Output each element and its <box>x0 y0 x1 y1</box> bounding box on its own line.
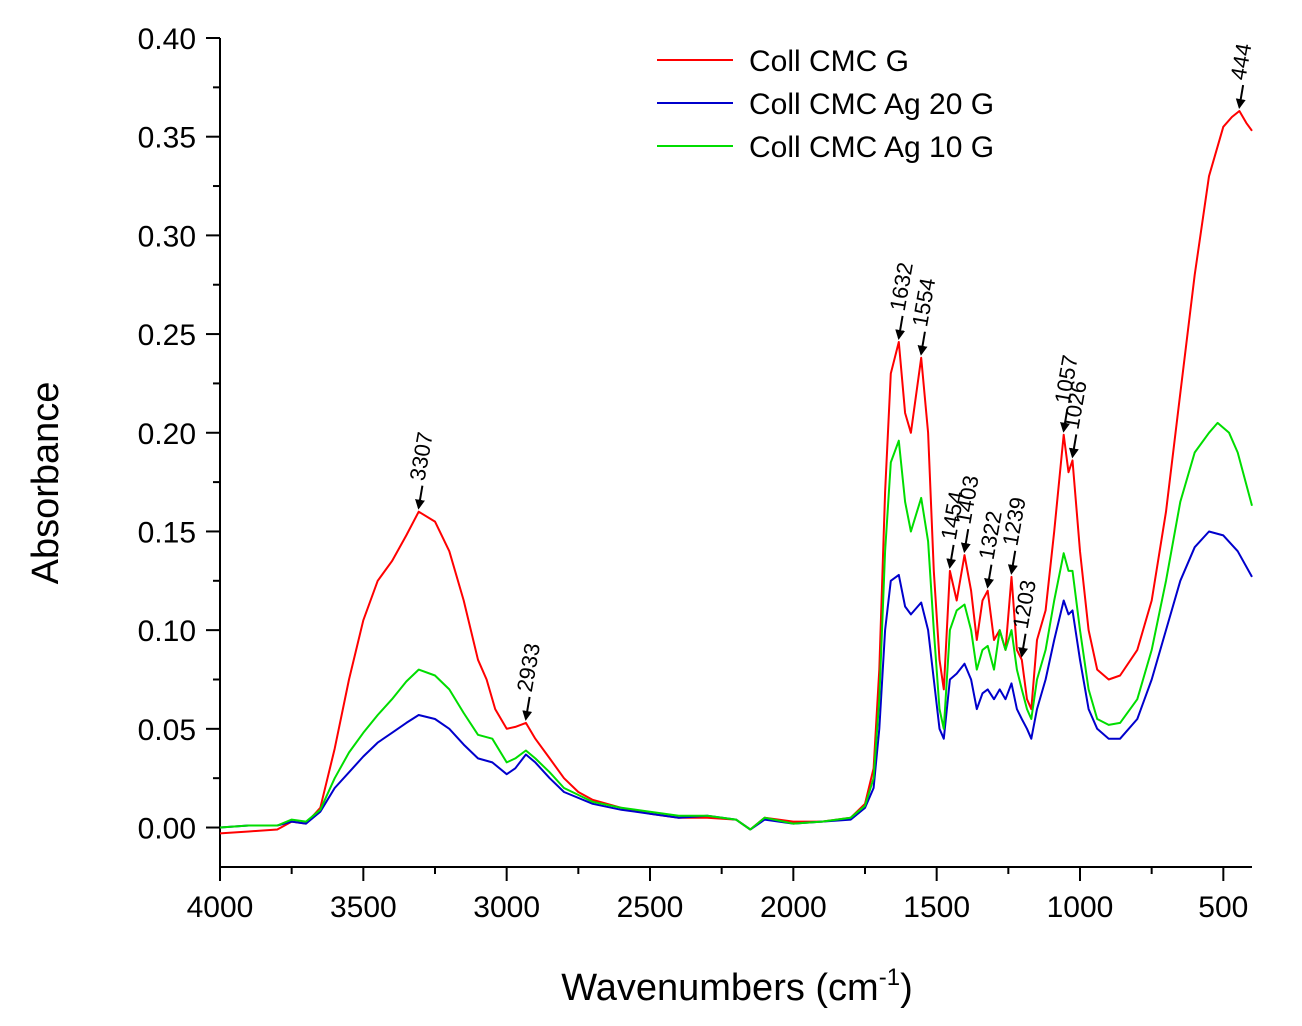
x-tick-label: 3500 <box>330 891 397 924</box>
x-tick-label: 500 <box>1198 891 1248 924</box>
series-line-3 <box>219 421 1253 831</box>
x-axis-title-main: Wavenumbers (cm <box>561 967 878 1009</box>
series-line-1 <box>219 110 1253 835</box>
y-tick-label: 0.40 <box>138 23 196 56</box>
series-line-2 <box>219 530 1253 831</box>
peak-label: 2933 <box>512 641 545 694</box>
peak-arrow <box>895 315 906 340</box>
x-tick-label: 2500 <box>617 891 684 924</box>
x-tick-label: 4000 <box>187 891 254 924</box>
peak-label: 1403 <box>951 473 984 526</box>
legend-label: Coll CMC Ag 10 G <box>749 131 994 164</box>
legend: Coll CMC G Coll CMC Ag 20 G Coll CMC Ag 10… <box>657 45 994 164</box>
x-axis-title-end: ) <box>900 967 913 1009</box>
y-tick-label: 0.10 <box>138 615 196 648</box>
x-tick-label: 1000 <box>1047 891 1114 924</box>
x-axis-title-superscript: -1 <box>879 964 900 991</box>
y-tick-label: 0.35 <box>138 122 196 155</box>
peak-label: 1239 <box>998 495 1031 548</box>
y-tick-label: 0.05 <box>138 714 196 747</box>
peak-arrow <box>984 564 994 589</box>
peak-label: 3307 <box>405 430 438 483</box>
y-axis-title: Absorbance <box>25 382 67 585</box>
y-tick-label: 0.25 <box>138 319 196 352</box>
x-axis: 4000 3500 3000 2500 2000 1500 1000 500 <box>187 867 1248 924</box>
peak-arrow <box>917 331 928 356</box>
x-tick-label: 1500 <box>903 891 970 924</box>
x-axis-title: Wavenumbers (cm-1) <box>561 964 912 1009</box>
x-tick-label: 2000 <box>760 891 827 924</box>
y-tick-label: 0.30 <box>138 220 196 253</box>
y-tick-label: 0.00 <box>138 813 196 846</box>
series-layer <box>219 110 1253 835</box>
plot-frame <box>219 38 1252 868</box>
x-tick-label: 3000 <box>473 891 540 924</box>
peak-arrow <box>1235 84 1246 110</box>
legend-label: Coll CMC G <box>749 45 909 78</box>
legend-label: Coll CMC Ag 20 G <box>749 88 994 121</box>
peak-arrow <box>415 485 425 510</box>
y-axis: 0.00 0.05 0.10 0.15 0.20 0.25 0.30 0.35 0.40 <box>138 23 220 846</box>
peak-arrow <box>960 528 971 554</box>
peak-arrow <box>1007 550 1018 575</box>
y-tick-label: 0.20 <box>138 418 196 451</box>
peak-arrow <box>1018 633 1029 658</box>
peak-arrow <box>1068 434 1079 459</box>
peak-arrow <box>522 696 533 721</box>
peak-label: 444 <box>1225 41 1256 82</box>
peak-arrow <box>1060 408 1070 433</box>
peak-arrow <box>946 544 957 569</box>
y-tick-label: 0.15 <box>138 516 196 549</box>
